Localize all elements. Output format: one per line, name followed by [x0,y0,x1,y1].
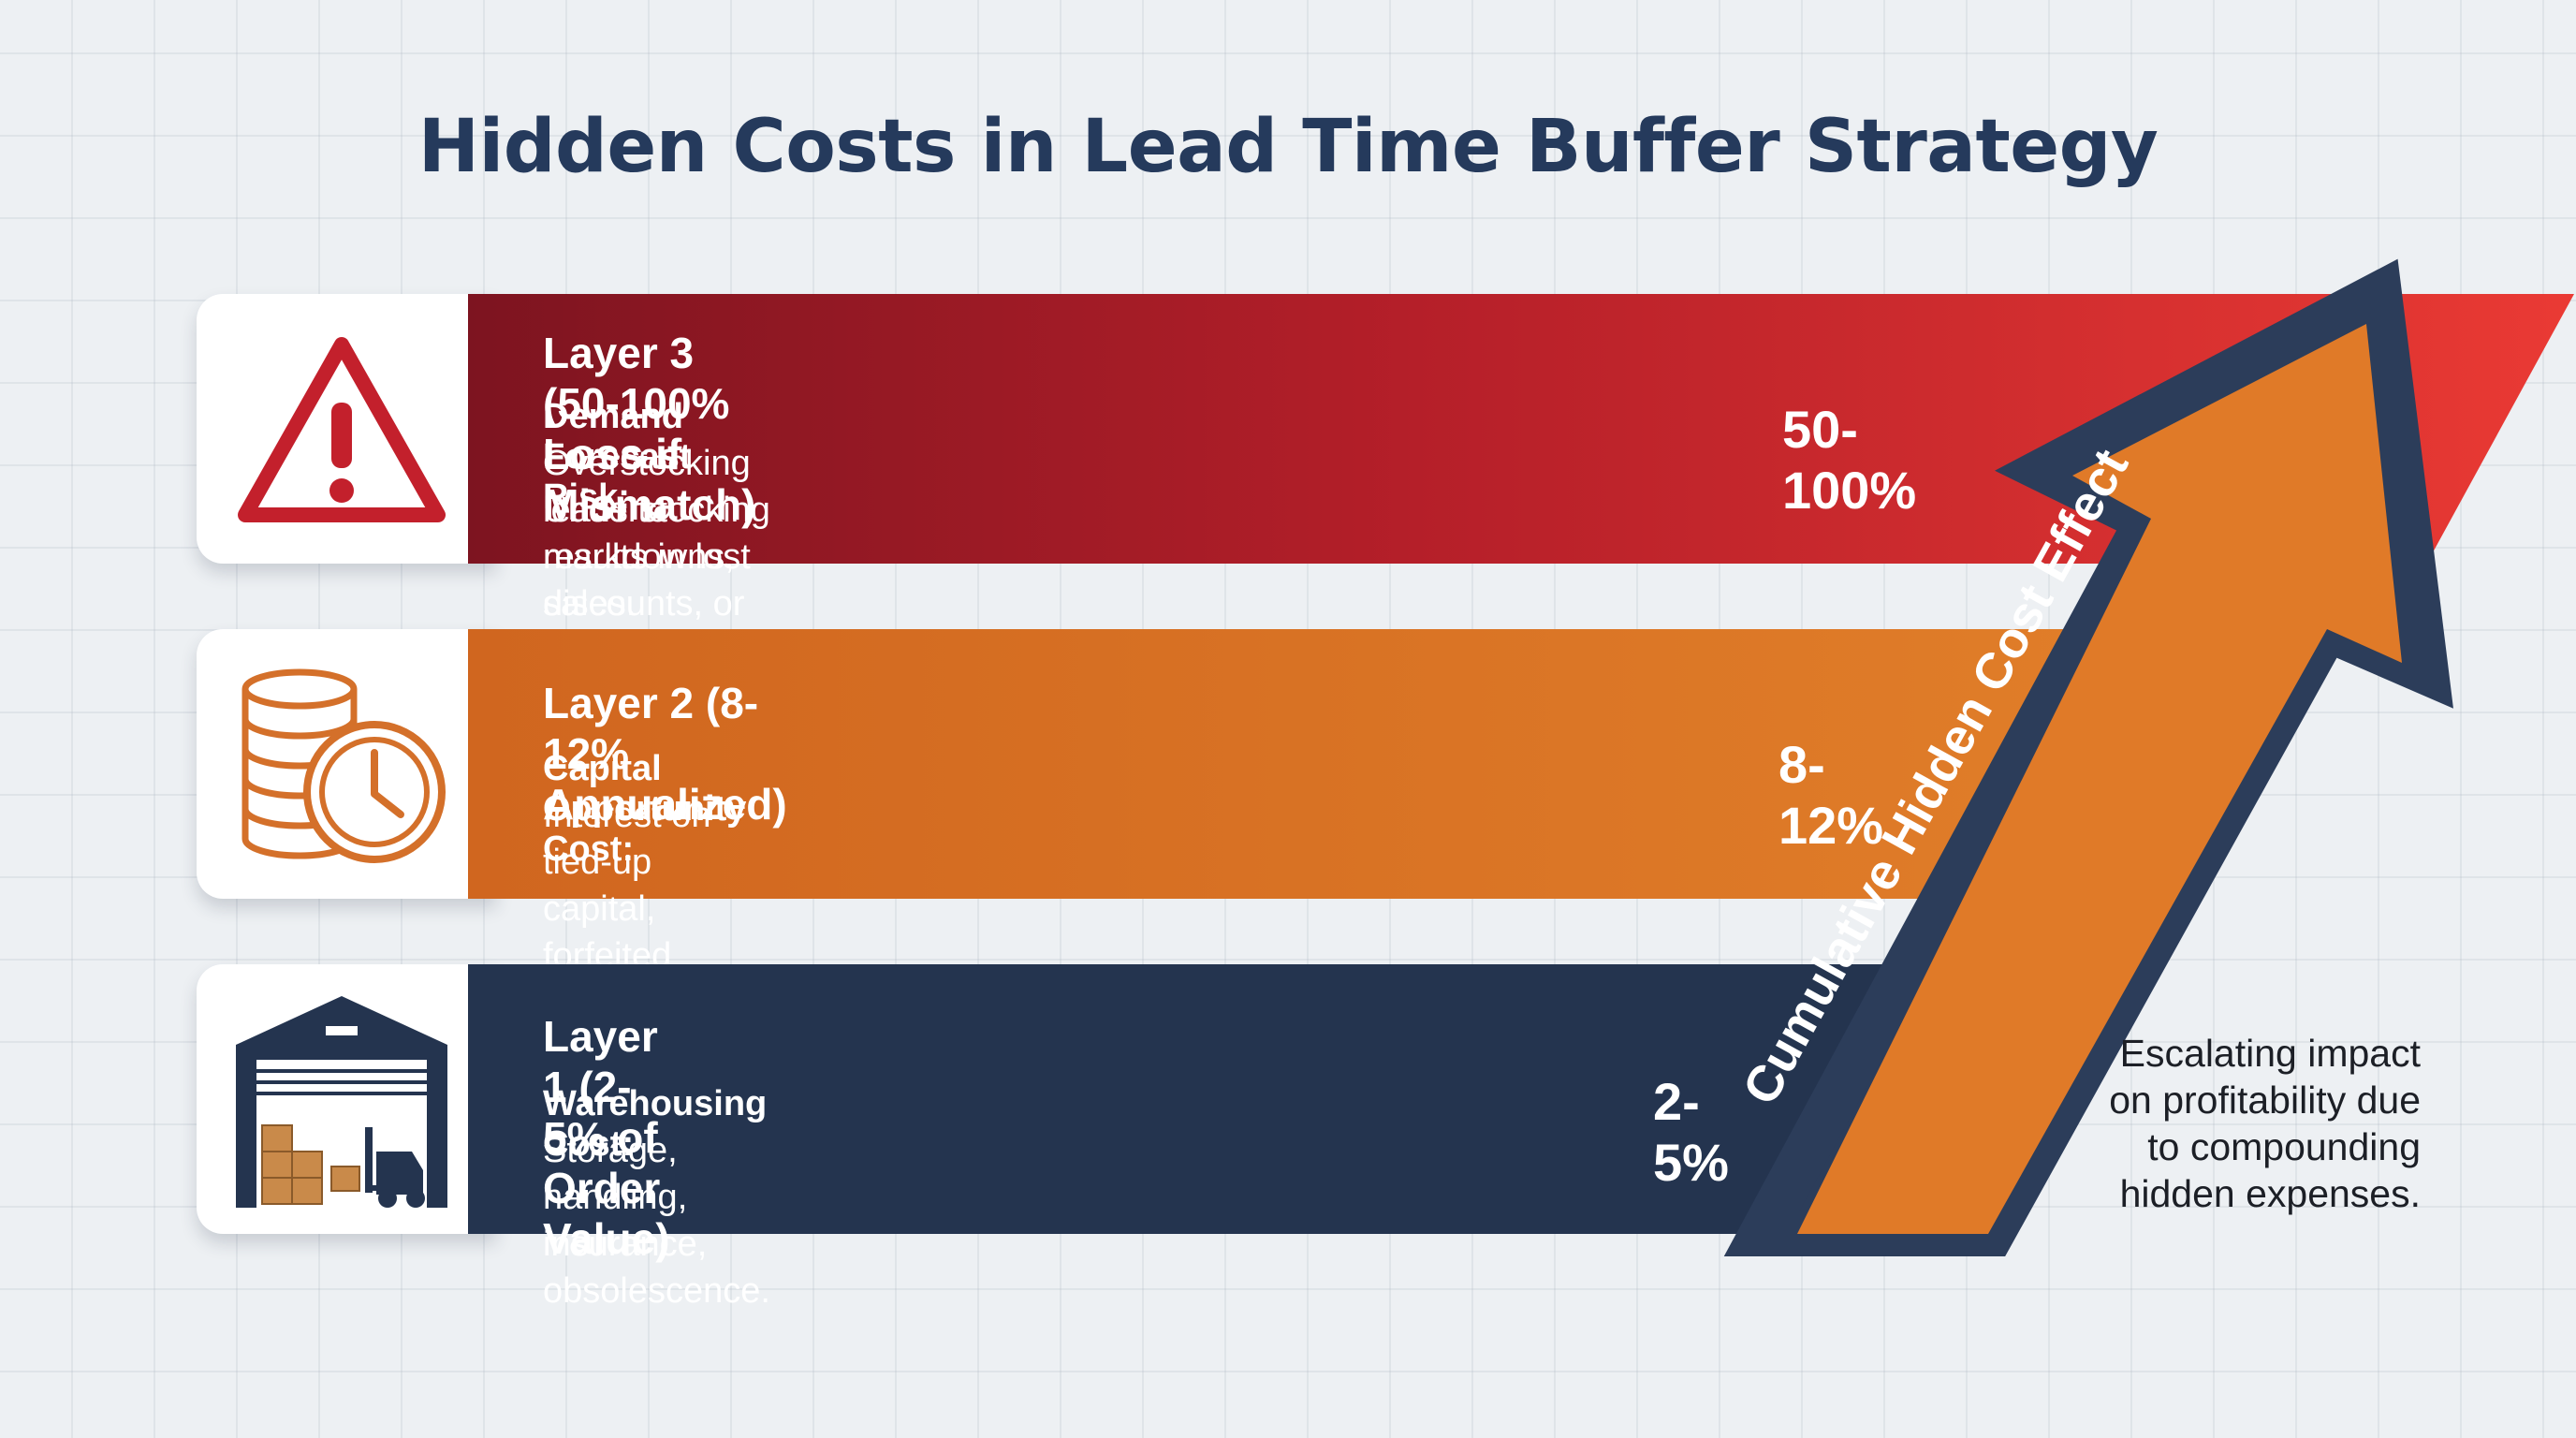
layer-1-percent: 2-5% [1653,1072,1729,1192]
side-note: Escalating impact on profitability due t… [2059,1030,2421,1217]
side-note-line-3: to compounding [2147,1125,2421,1168]
layer-2-icon-card [197,629,496,899]
layer-2-title: Layer 2 (8-12% Annualized) [543,679,787,829]
warning-icon [238,337,446,522]
side-note-line-2: on profitability due [2109,1078,2421,1122]
layer-1-description-line-1: Storage, handling, insurance, obsolescen… [543,1131,770,1311]
coins-clock-icon [242,668,446,863]
layer-3-subtitle: Demand Forecast Risk: [543,397,692,517]
layer-3-icon-card [197,294,496,564]
warehouse-icon [236,996,447,1208]
side-note-line-1: Escalating impact [2119,1032,2421,1075]
layer-3-band [468,294,2574,564]
layer-2-subtitle: Capital Opportunity Cost: [543,749,747,869]
layer-1-subtitle: Warehousing Cost: [543,1084,768,1164]
side-note-line-4: hidden expenses. [2119,1172,2421,1215]
page-title: Hidden Costs in Lead Time Buffer Strateg… [417,105,2159,189]
layer-1-title: Layer 1 (2-5% of Order Value) [543,1012,670,1263]
layer-3-description-line-2: Understocking results in lost sales. [543,491,770,624]
layer-3-title: Layer 3 (50-100% Loss if Mismatch) [543,329,756,529]
layer-1-icon-card [197,964,496,1234]
layer-3-percent: 50-100% [1782,400,1917,520]
